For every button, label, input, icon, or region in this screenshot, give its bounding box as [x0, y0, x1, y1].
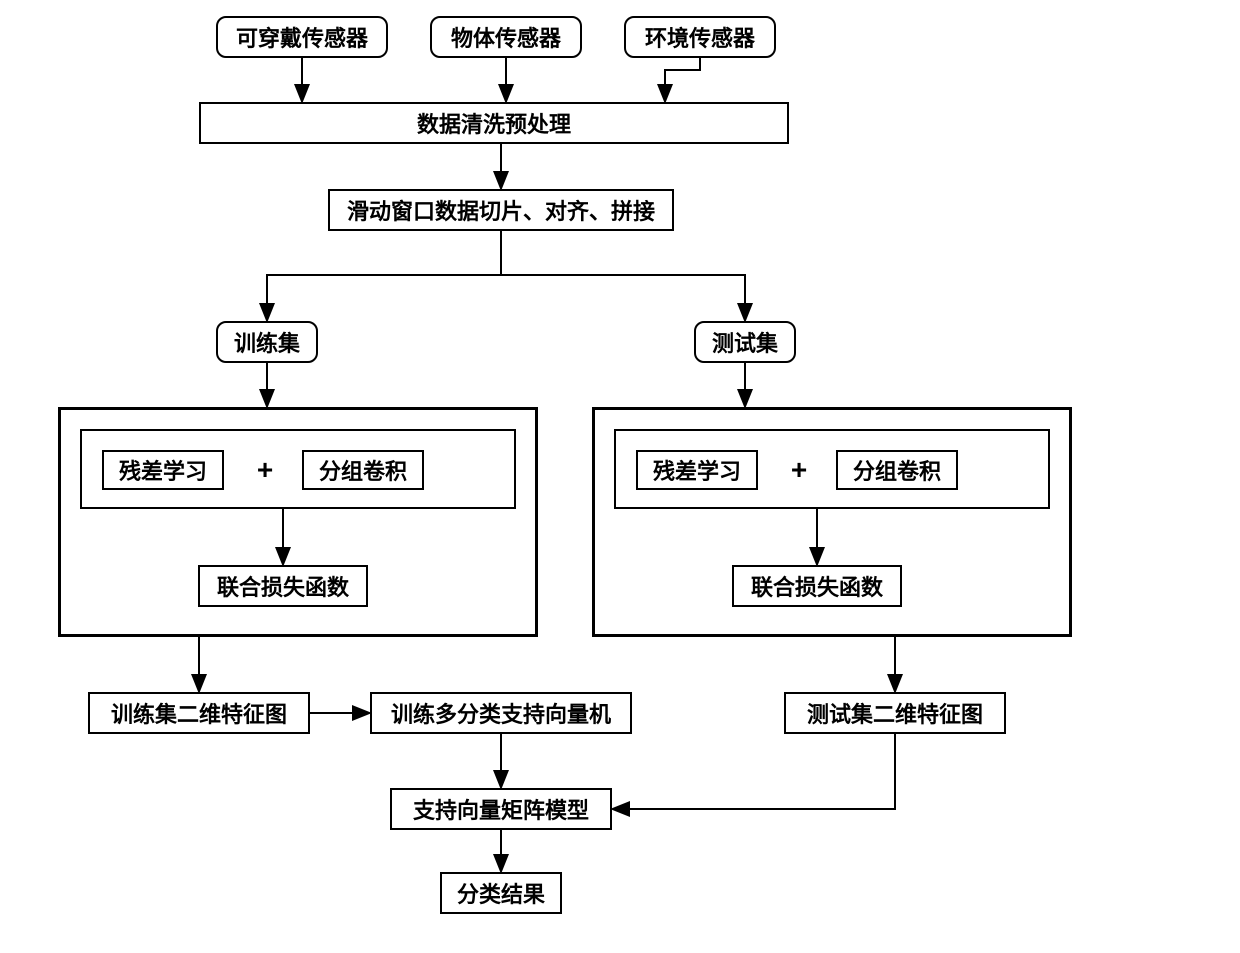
label: 训练集二维特征图: [111, 697, 287, 729]
node-residual-right: 残差学习: [636, 450, 758, 490]
node-sliding: 滑动窗口数据切片、对齐、拼接: [328, 189, 674, 231]
node-groupconv-left: 分组卷积: [302, 450, 424, 490]
node-testset: 测试集: [694, 321, 796, 363]
label: 分类结果: [457, 877, 545, 909]
label: 物体传感器: [451, 21, 561, 53]
node-groupconv-right: 分组卷积: [836, 450, 958, 490]
plus-right: +: [784, 450, 814, 490]
label: 分组卷积: [853, 454, 941, 486]
node-loss-left: 联合损失函数: [198, 565, 368, 607]
node-result: 分类结果: [440, 872, 562, 914]
label: +: [791, 454, 807, 486]
node-svm-model: 支持向量矩阵模型: [390, 788, 612, 830]
label: 环境传感器: [645, 21, 755, 53]
label: 训练多分类支持向量机: [391, 697, 611, 729]
label: 数据清洗预处理: [417, 107, 571, 139]
node-trainset: 训练集: [216, 321, 318, 363]
node-svm-train: 训练多分类支持向量机: [370, 692, 632, 734]
node-feat-right: 测试集二维特征图: [784, 692, 1006, 734]
label: 联合损失函数: [751, 570, 883, 602]
label: 可穿戴传感器: [236, 21, 368, 53]
label: 支持向量矩阵模型: [413, 793, 589, 825]
node-loss-right: 联合损失函数: [732, 565, 902, 607]
node-sensor3: 环境传感器: [624, 16, 776, 58]
label: 分组卷积: [319, 454, 407, 486]
node-sensor1: 可穿戴传感器: [216, 16, 388, 58]
label: 残差学习: [653, 454, 741, 486]
label: 测试集二维特征图: [807, 697, 983, 729]
node-preprocessing: 数据清洗预处理: [199, 102, 789, 144]
label: 残差学习: [119, 454, 207, 486]
label: 测试集: [712, 326, 778, 358]
label: 训练集: [234, 326, 300, 358]
node-feat-left: 训练集二维特征图: [88, 692, 310, 734]
plus-left: +: [250, 450, 280, 490]
node-residual-left: 残差学习: [102, 450, 224, 490]
label: 联合损失函数: [217, 570, 349, 602]
label: +: [257, 454, 273, 486]
node-sensor2: 物体传感器: [430, 16, 582, 58]
label: 滑动窗口数据切片、对齐、拼接: [347, 194, 655, 226]
